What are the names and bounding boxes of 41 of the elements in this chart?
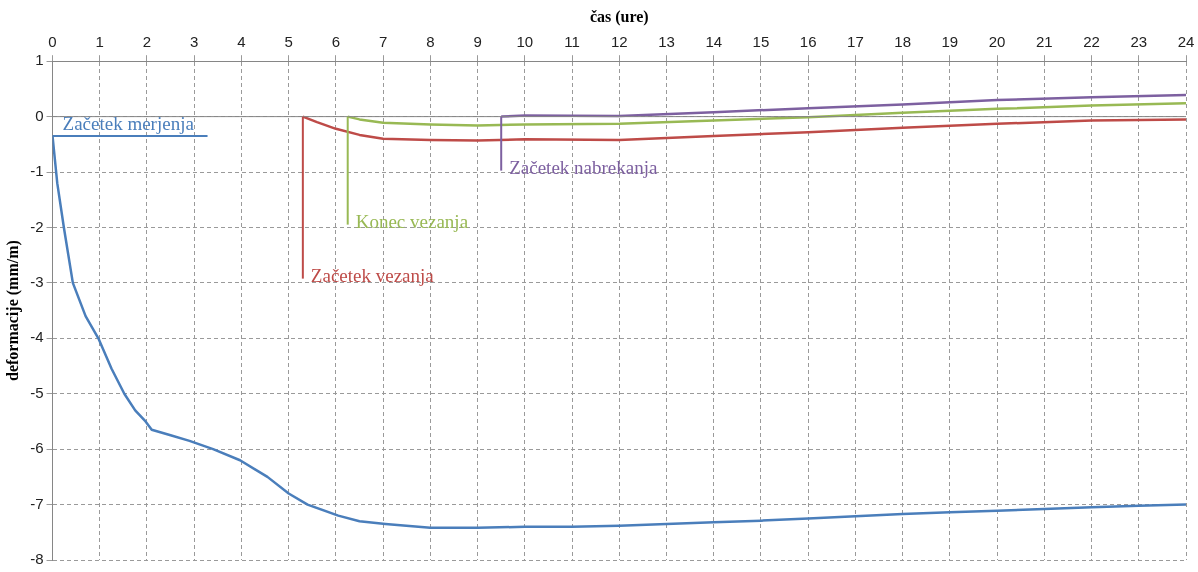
x-tick-label: 7 (378, 33, 388, 51)
y-tick-label: 1 (35, 51, 44, 69)
x-tick-label: 0 (48, 33, 57, 51)
x-tick-label: 5 (284, 33, 293, 51)
y-tick-label: 0 (35, 106, 44, 124)
x-tick-label: 19 (941, 33, 959, 51)
annotation: Začetek merjenja (62, 112, 195, 134)
x-tick-label: 13 (658, 33, 675, 51)
y-tick-label: -5 (30, 383, 44, 401)
x-tick-label: 3 (190, 33, 199, 51)
x-tick-label: 10 (516, 33, 534, 51)
x-tick-label: 6 (331, 33, 341, 51)
y-tick-label: -6 (30, 439, 44, 457)
x-tick-label: 20 (988, 33, 1006, 51)
y-axis-title: deformacije (mm/m) (3, 240, 22, 382)
x-tick-label: 23 (1130, 33, 1148, 51)
x-tick-label: 18 (894, 33, 911, 51)
x-axis-title: čas (ure) (589, 7, 649, 26)
y-tick-label: -8 (30, 550, 44, 568)
x-tick-label: 11 (564, 33, 580, 51)
x-tick-label: 4 (237, 33, 246, 51)
y-tick-label: -3 (30, 273, 44, 291)
y-tick-label: -4 (30, 328, 44, 346)
x-tick-label: 21 (1035, 33, 1053, 51)
x-tick-label: 15 (752, 33, 770, 51)
x-tick-label: 8 (426, 33, 435, 51)
x-tick-label: 14 (705, 33, 723, 51)
x-tick-label: 17 (847, 33, 864, 51)
annotation: Začetek nabrekanja (509, 157, 658, 179)
x-tick-label: 12 (610, 33, 628, 51)
x-tick-label: 1 (95, 33, 104, 51)
x-tick-label: 2 (142, 33, 152, 51)
x-tick-label: 16 (799, 33, 817, 51)
x-tick-label: 22 (1083, 33, 1100, 51)
y-tick-label: -7 (30, 494, 44, 512)
y-tick-label: -1 (30, 162, 44, 180)
x-tick-label: 24 (1177, 33, 1195, 51)
annotation: Konec vezanja (355, 211, 469, 233)
annotation: Začetek vezanja (310, 265, 435, 287)
y-tick-label: -2 (30, 217, 44, 235)
x-tick-label: 9 (473, 33, 482, 51)
